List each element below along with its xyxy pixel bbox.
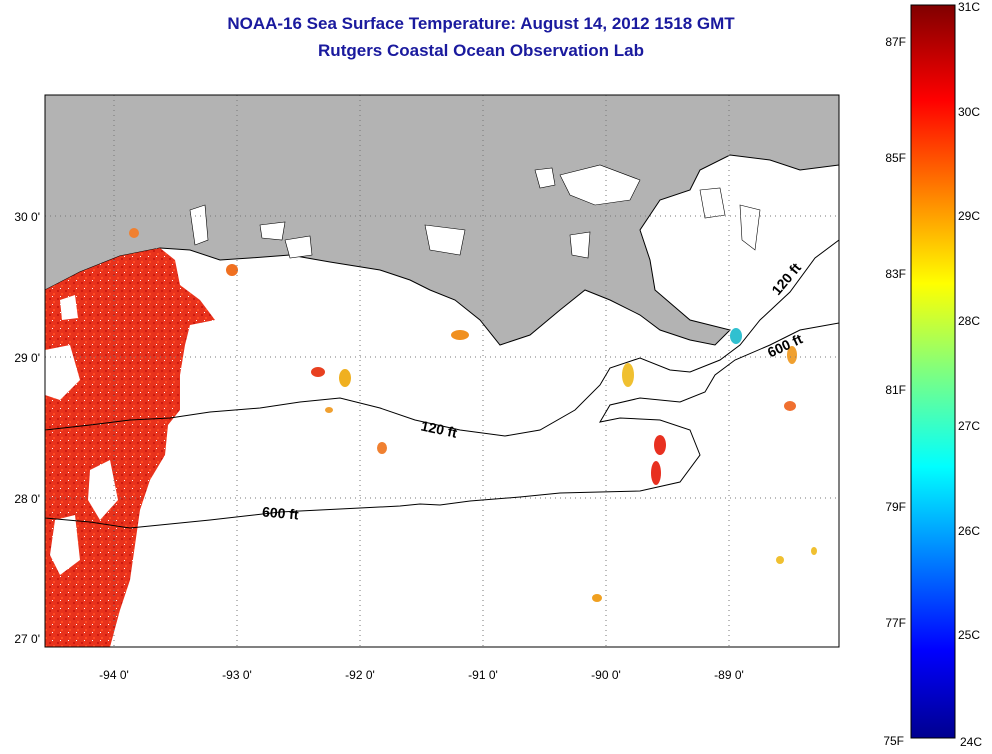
- lat-label: 28 0': [14, 492, 40, 506]
- fahrenheit-label: 79F: [885, 500, 906, 514]
- celsius-label: 26C: [958, 524, 980, 538]
- celsius-label: 27C: [958, 419, 980, 433]
- map-panel: [45, 95, 839, 647]
- colorbar-fahrenheit-labels: 87F 85F 83F 81F 79F 77F 75F: [883, 35, 906, 748]
- lat-axis-labels: 27 0' 28 0' 29 0' 30 0': [14, 210, 40, 646]
- colorbar-gradient: [910, 4, 956, 739]
- fahrenheit-label: 87F: [885, 35, 906, 49]
- celsius-label: 31C: [958, 0, 980, 14]
- graticule: [45, 95, 839, 647]
- fahrenheit-label: 85F: [885, 151, 906, 165]
- map-title: NOAA-16 Sea Surface Temperature: August …: [227, 14, 735, 33]
- sst-warm-water-patch: [45, 248, 215, 647]
- sst-small-patches: [129, 228, 817, 602]
- contour-label-600ft-west: 600 ft: [262, 503, 300, 522]
- celsius-label: 24C: [960, 735, 982, 749]
- contour-120ft: [45, 239, 839, 437]
- lon-label: -94 0': [99, 668, 129, 682]
- land-mass: [45, 95, 839, 346]
- lat-label: 30 0': [14, 210, 40, 224]
- sst-cloud-gaps: [45, 295, 118, 575]
- map-frame: [44, 94, 840, 648]
- lon-axis-labels: -94 0' -93 0' -92 0' -91 0' -90 0' -89 0…: [99, 668, 744, 682]
- lon-label: -90 0': [591, 668, 621, 682]
- fahrenheit-label: 77F: [885, 616, 906, 630]
- contour-600ft: [45, 322, 839, 529]
- lon-label: -89 0': [714, 668, 744, 682]
- fahrenheit-label: 75F: [883, 734, 904, 748]
- celsius-label: 28C: [958, 314, 980, 328]
- colorbar-celsius-labels: 31C 30C 29C 28C 27C 26C 25C 24C: [958, 0, 982, 749]
- celsius-label: 25C: [958, 628, 980, 642]
- lon-label: -91 0': [468, 668, 498, 682]
- inland-lakes: [189, 164, 761, 259]
- map-subtitle: Rutgers Coastal Ocean Observation Lab: [318, 41, 644, 60]
- lon-label: -93 0': [222, 668, 252, 682]
- contour-label-120ft-west: 120 ft: [419, 417, 458, 440]
- lon-label: -92 0': [345, 668, 375, 682]
- colorbar: 31C 30C 29C 28C 27C 26C 25C 24C 87F 85F …: [883, 0, 982, 749]
- celsius-label: 29C: [958, 209, 980, 223]
- fahrenheit-label: 83F: [885, 267, 906, 281]
- celsius-label: 30C: [958, 105, 980, 119]
- fahrenheit-label: 81F: [885, 383, 906, 397]
- lat-label: 29 0': [14, 351, 40, 365]
- lat-label: 27 0': [14, 632, 40, 646]
